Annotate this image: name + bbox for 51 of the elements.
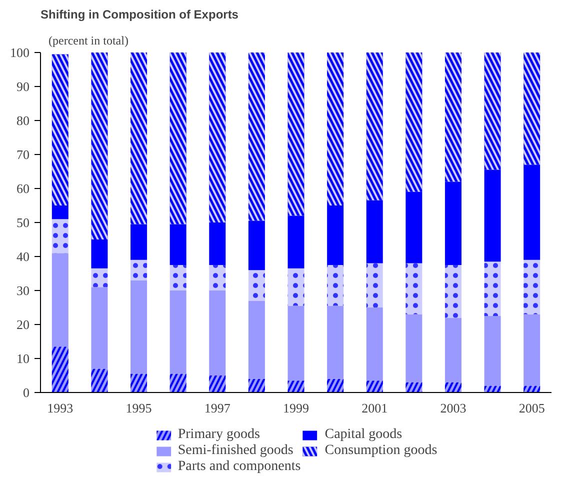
bar	[327, 206, 344, 265]
bar	[327, 306, 344, 379]
y-tick-label: 0	[23, 385, 30, 400]
y-tick-label: 80	[16, 113, 30, 128]
x-tick-label: 2001	[362, 400, 388, 416]
y-tick-label: 50	[16, 215, 30, 230]
bar	[524, 314, 540, 386]
x-tick-label: 1995	[126, 400, 152, 416]
bar	[288, 306, 304, 381]
chart-title: Shifting in Composition of Exports	[40, 8, 239, 22]
chart-subtitle: (percent in total)	[48, 34, 128, 48]
bar	[484, 316, 501, 386]
bar	[366, 308, 383, 381]
y-tick-label: 10	[16, 351, 30, 366]
bar	[170, 224, 186, 265]
bar	[524, 164, 540, 260]
bar	[91, 240, 108, 268]
bar	[52, 206, 68, 220]
bar	[288, 216, 304, 268]
bar	[130, 224, 148, 260]
bar	[484, 170, 501, 262]
x-tick-label: 1999	[283, 400, 309, 416]
legend-label: Parts and components	[178, 459, 301, 475]
y-tick-label: 30	[16, 283, 30, 298]
bar	[170, 290, 186, 374]
y-tick-label: 20	[16, 317, 30, 332]
bar	[248, 220, 265, 270]
x-tick-label: 1993	[47, 400, 74, 416]
bar	[91, 287, 108, 369]
bar	[209, 222, 226, 265]
y-tick-label: 60	[16, 181, 30, 196]
y-tick-label: 100	[10, 45, 30, 60]
bar	[130, 280, 148, 374]
y-tick-label: 70	[16, 147, 30, 162]
y-tick-label: 40	[16, 249, 30, 264]
legend-label: Capital goods	[324, 427, 402, 443]
bar	[444, 182, 462, 265]
legend-label: Primary goods	[178, 427, 260, 443]
bar	[248, 300, 265, 379]
x-tick-label: 2005	[518, 400, 545, 416]
legend-label: Semi-finished goods	[178, 443, 294, 459]
bar	[52, 253, 68, 347]
legend-label: Consumption goods	[324, 443, 438, 459]
bar	[209, 290, 226, 376]
bar	[406, 192, 422, 264]
bar	[366, 200, 383, 264]
x-tick-label: 1997	[204, 400, 231, 416]
bar	[444, 318, 462, 382]
bar	[406, 314, 422, 382]
y-tick-label: 90	[16, 79, 30, 94]
x-tick-label: 2003	[440, 400, 466, 416]
